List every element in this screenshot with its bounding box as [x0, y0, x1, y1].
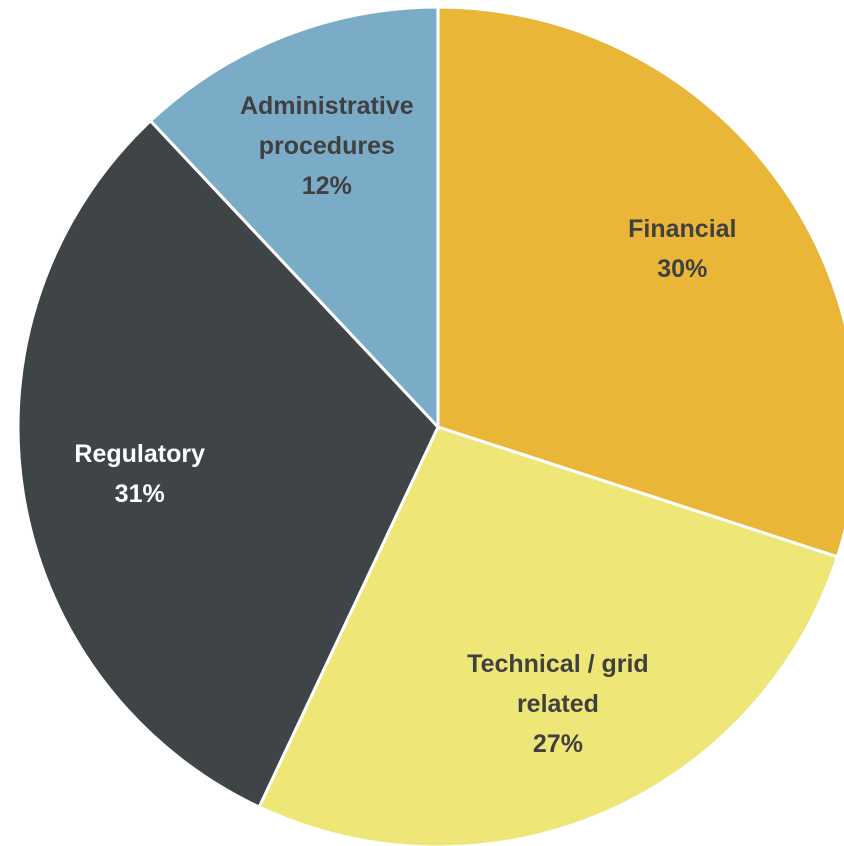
- slice-value: 12%: [301, 172, 352, 201]
- slice-value: 30%: [657, 255, 708, 284]
- slice-label: Technical / grid related 27%: [453, 644, 663, 764]
- slice-value: 27%: [532, 730, 583, 759]
- pie-slice: [436, 5, 844, 559]
- slice-category: Administrative procedures: [239, 92, 414, 161]
- slice-label: Financial 30%: [577, 209, 787, 289]
- slice-label: Regulatory 31%: [35, 434, 245, 514]
- pie-slice: [257, 425, 840, 846]
- slice-category: Technical / grid related: [467, 650, 649, 719]
- slice-value: 31%: [114, 480, 165, 509]
- slice-label: Administrative procedures 12%: [222, 86, 432, 206]
- pie-slice: [16, 118, 440, 810]
- pie-slice: [148, 5, 440, 431]
- slice-category: Financial: [628, 215, 737, 244]
- slice-category: Regulatory: [74, 440, 205, 469]
